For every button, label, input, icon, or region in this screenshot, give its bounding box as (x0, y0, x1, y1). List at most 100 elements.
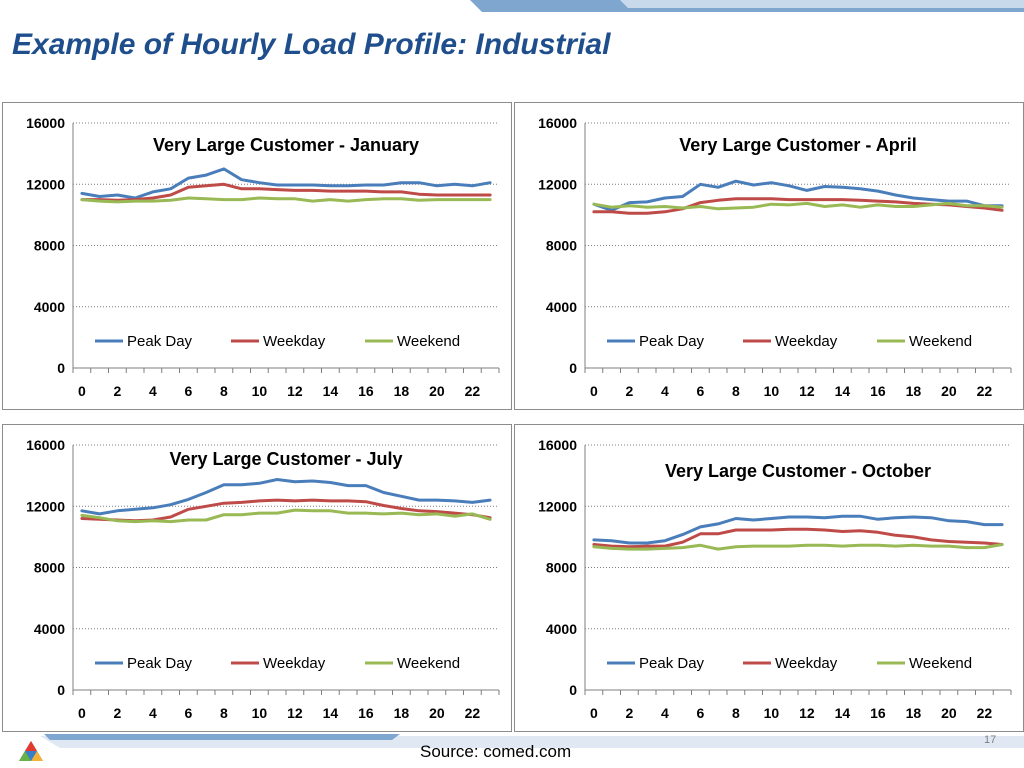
x-tick-label: 4 (661, 383, 669, 399)
chart-january: 16000 12000 8000 4000 00 2 4 6 8 10 12 14 16 18 20 22 Ve… (26, 115, 500, 399)
x-tick-label: 14 (323, 705, 339, 721)
series-line-weekend (592, 543, 1004, 551)
x-tick-label: 8 (220, 383, 228, 399)
y-tick-label: 8000 (34, 560, 65, 576)
chart-july: 16000 12000 8000 4000 00 2 4 6 8 10 12 14 16 18 20 22 Ve… (26, 437, 500, 721)
chart-july-panel: 16000 12000 8000 4000 0 0 2 4 6 8 10 12 14 16 18 20 22 Ve… (2, 424, 512, 732)
x-tick-label: 16 (358, 383, 374, 399)
x-tick-label: 10 (252, 705, 268, 721)
y-tick-label: 12000 (26, 498, 65, 514)
x-tick-label: 22 (977, 705, 993, 721)
x-tick-label: 6 (184, 705, 192, 721)
chart-april-panel: 16000 12000 8000 4000 0 0 2 4 6 8 10 12 14 16 18 20 22 Ve… (514, 102, 1024, 410)
chart-title: Very Large Customer - April (679, 135, 916, 155)
y-tick-label: 16000 (26, 437, 65, 453)
y-tick-label: 4000 (546, 299, 577, 315)
x-tick-label: 12 (287, 383, 303, 399)
x-tick-label: 14 (835, 383, 851, 399)
legend-label-weekend: Weekend (397, 655, 460, 672)
y-tick-label: 8000 (34, 238, 65, 254)
x-tick-label: 18 (906, 383, 922, 399)
legend-label-weekday: Weekday (263, 655, 326, 672)
x-tick-label: 22 (465, 383, 481, 399)
y-tick-label: 0 (569, 360, 577, 376)
x-tick-label: 18 (394, 705, 410, 721)
x-tick-label: 12 (799, 383, 815, 399)
x-tick-label: 22 (977, 383, 993, 399)
y-tick-label: 4000 (34, 299, 65, 315)
legend-label-peak-day: Peak Day (127, 655, 193, 672)
legend-label-weekend: Weekend (909, 333, 972, 350)
comed-logo-icon (19, 741, 43, 761)
x-tick-label: 16 (870, 705, 886, 721)
x-tick-label: 20 (429, 705, 445, 721)
bottom-bar-dark (44, 734, 400, 740)
source-note: Source: comed.com (420, 742, 572, 761)
series-line-weekend (80, 508, 492, 524)
x-tick-label: 6 (696, 383, 704, 399)
x-tick-label: 10 (764, 705, 780, 721)
x-tick-label: 0 (590, 383, 598, 399)
legend-label-weekday: Weekday (775, 333, 838, 350)
chart-title: Very Large Customer - October (665, 461, 931, 481)
x-tick-label: 20 (941, 383, 957, 399)
x-tick-label: 2 (625, 705, 633, 721)
x-tick-label: 22 (465, 705, 481, 721)
x-tick-label: 14 (323, 383, 339, 399)
x-tick-label: 16 (870, 383, 886, 399)
x-tick-label: 4 (149, 383, 157, 399)
y-tick-label: 8000 (546, 238, 577, 254)
y-tick-label: 16000 (26, 115, 65, 131)
x-tick-label: 8 (732, 705, 740, 721)
x-tick-label: 2 (113, 383, 121, 399)
y-tick-label: 0 (57, 360, 65, 376)
x-tick-label: 18 (394, 383, 410, 399)
chart-january-panel: 16000 12000 8000 4000 0 0 2 4 6 8 10 12 14 16 18 20 22 Ve… (2, 102, 512, 410)
x-tick-label: 10 (252, 383, 268, 399)
y-tick-label: 4000 (34, 621, 65, 637)
legend-label-peak-day: Peak Day (127, 333, 193, 350)
y-tick-label: 12000 (26, 176, 65, 192)
series-line-weekend (80, 196, 492, 204)
series-line-weekend (592, 201, 1004, 211)
x-tick-label: 16 (358, 705, 374, 721)
chart-october-panel: 16000 12000 8000 4000 0 0 2 4 6 8 10 12 14 16 18 20 22 Ve… (514, 424, 1024, 732)
series-line-peak-day (592, 179, 1004, 212)
legend-label-weekday: Weekday (263, 333, 326, 350)
legend-label-weekday: Weekday (775, 655, 838, 672)
slide-title: Example of Hourly Load Profile: Industri… (12, 28, 611, 61)
legend-label-weekend: Weekend (909, 655, 972, 672)
series-line-weekday (80, 182, 492, 202)
y-tick-label: 0 (569, 682, 577, 698)
page-number: 17 (984, 734, 997, 746)
y-tick-label: 12000 (538, 176, 577, 192)
x-tick-label: 2 (625, 383, 633, 399)
y-tick-label: 12000 (538, 498, 577, 514)
x-tick-label: 8 (220, 705, 228, 721)
legend-label-peak-day: Peak Day (639, 655, 705, 672)
chart-title: Very Large Customer - July (169, 449, 402, 469)
x-tick-label: 20 (941, 705, 957, 721)
chart-april: 16000 12000 8000 4000 00 2 4 6 8 10 12 14 16 18 20 22 Ve… (538, 115, 1012, 399)
chart-october: 16000 12000 8000 4000 00 2 4 6 8 10 12 14 16 18 20 22 Ve… (538, 437, 1012, 721)
y-tick-label: 4000 (546, 621, 577, 637)
legend-label-peak-day: Peak Day (639, 333, 705, 350)
x-tick-label: 20 (429, 383, 445, 399)
x-tick-label: 6 (696, 705, 704, 721)
x-tick-label: 4 (149, 705, 157, 721)
y-tick-label: 0 (57, 682, 65, 698)
y-tick-label: 16000 (538, 115, 577, 131)
bottom-decorative-bar (40, 734, 1024, 748)
x-tick-label: 18 (906, 705, 922, 721)
y-tick-label: 8000 (546, 560, 577, 576)
x-tick-label: 12 (799, 705, 815, 721)
series-line-weekday (592, 527, 1004, 549)
x-tick-label: 14 (835, 705, 851, 721)
series-line-peak-day (80, 478, 492, 516)
x-tick-label: 0 (78, 705, 86, 721)
x-tick-label: 8 (732, 383, 740, 399)
chart-title: Very Large Customer - January (153, 135, 419, 155)
series-line-peak-day (80, 167, 492, 200)
x-tick-label: 2 (113, 705, 121, 721)
x-tick-label: 12 (287, 705, 303, 721)
